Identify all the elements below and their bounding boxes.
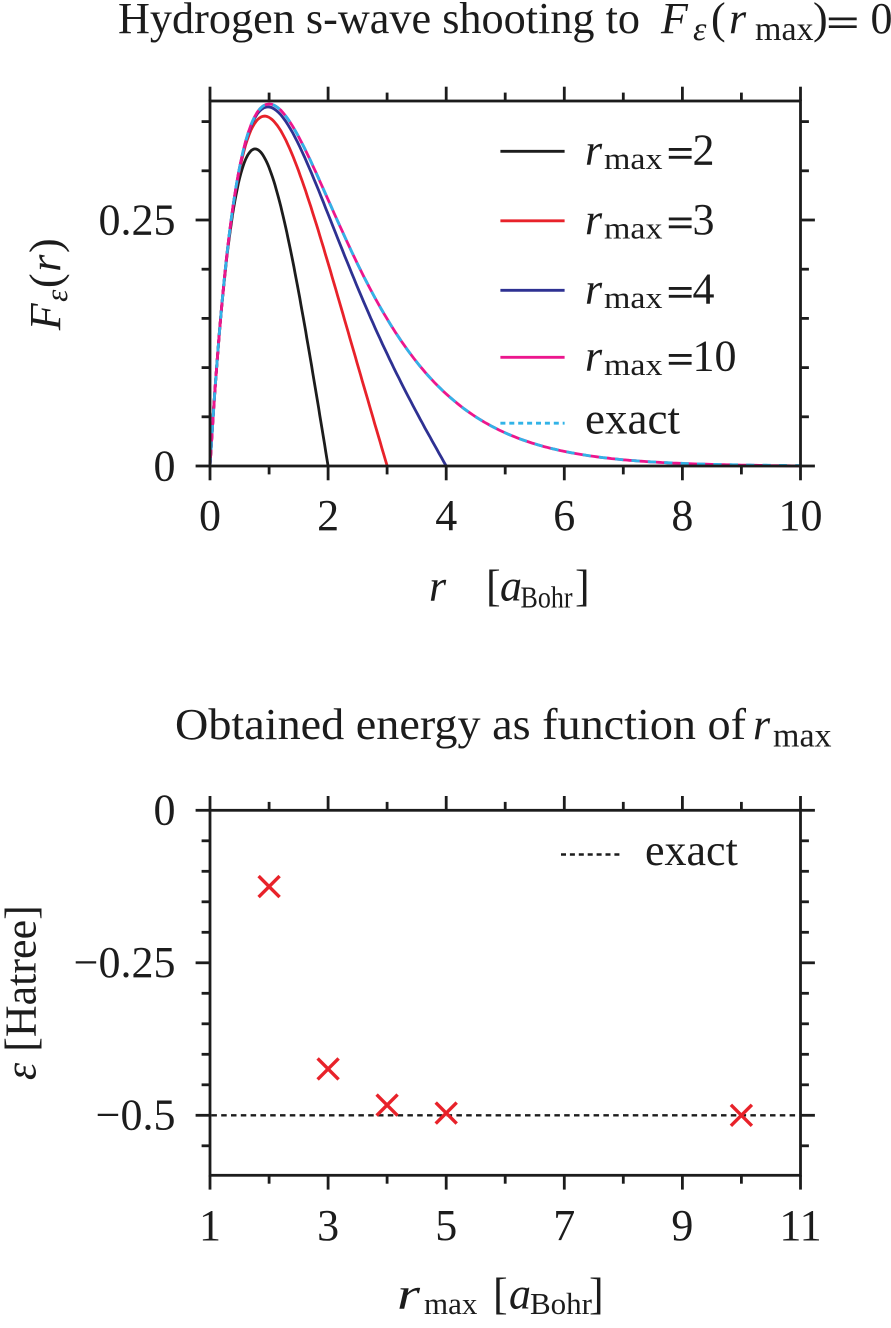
svg-text:4: 4 (435, 491, 457, 540)
svg-text:ε [Hatree]: ε [Hatree] (0, 905, 46, 1080)
svg-text:(: ( (711, 0, 726, 43)
svg-text:−0.25: −0.25 (74, 938, 176, 987)
svg-text:[: [ (493, 1270, 508, 1319)
svg-text:0: 0 (199, 491, 221, 540)
svg-text:7: 7 (553, 1201, 575, 1250)
svg-text:r: r (729, 0, 747, 43)
svg-text:r: r (397, 1270, 421, 1319)
svg-text:Fε(r): Fε(r) (21, 237, 74, 332)
svg-text:max: max (604, 211, 663, 246)
svg-text:max: max (773, 717, 832, 754)
svg-text:[: [ (486, 562, 501, 611)
svg-text:0: 0 (154, 441, 176, 490)
svg-text:3: 3 (317, 1201, 339, 1250)
svg-text:Bohr: Bohr (521, 580, 574, 615)
svg-text:max: max (604, 280, 663, 315)
svg-text:5: 5 (435, 1201, 457, 1250)
svg-text:10: 10 (693, 332, 737, 381)
svg-text:Bohr: Bohr (530, 1286, 593, 1321)
svg-text:a: a (509, 1270, 531, 1319)
svg-text:]: ] (575, 562, 590, 611)
svg-text:8: 8 (671, 491, 693, 540)
svg-text:]: ] (589, 1270, 604, 1319)
svg-text:Hydrogen s-wave shooting to: Hydrogen s-wave shooting to (118, 0, 640, 43)
svg-text:r: r (585, 265, 603, 314)
svg-text:r: r (585, 195, 603, 244)
svg-text:a: a (500, 562, 522, 611)
svg-text:max: max (604, 347, 663, 382)
svg-text:0: 0 (154, 786, 176, 835)
svg-text:r: r (753, 700, 771, 749)
svg-text:0: 0 (871, 0, 891, 43)
svg-text:3: 3 (693, 195, 715, 244)
svg-text:Obtained energy as function of: Obtained energy as function of (175, 700, 746, 749)
svg-text:−0.5: −0.5 (96, 1091, 176, 1140)
svg-text:2: 2 (693, 126, 715, 175)
svg-text:4: 4 (693, 265, 715, 314)
svg-text:0.25: 0.25 (99, 195, 176, 244)
svg-text:exact: exact (585, 395, 680, 444)
svg-text:): ) (813, 0, 828, 43)
svg-text:9: 9 (671, 1201, 693, 1250)
svg-text:r: r (429, 562, 447, 611)
svg-text:max: max (604, 141, 663, 176)
svg-text:F: F (660, 0, 689, 43)
svg-text:r: r (585, 126, 603, 175)
svg-text:6: 6 (553, 491, 575, 540)
svg-text:10: 10 (779, 491, 823, 540)
svg-text:11: 11 (779, 1201, 821, 1250)
svg-text:2: 2 (317, 491, 339, 540)
svg-text:exact: exact (645, 826, 738, 875)
svg-text:ε: ε (693, 11, 707, 48)
svg-text:max: max (755, 11, 814, 48)
svg-text:max: max (424, 1286, 478, 1321)
svg-text:r: r (585, 332, 603, 381)
svg-text:1: 1 (199, 1201, 221, 1250)
